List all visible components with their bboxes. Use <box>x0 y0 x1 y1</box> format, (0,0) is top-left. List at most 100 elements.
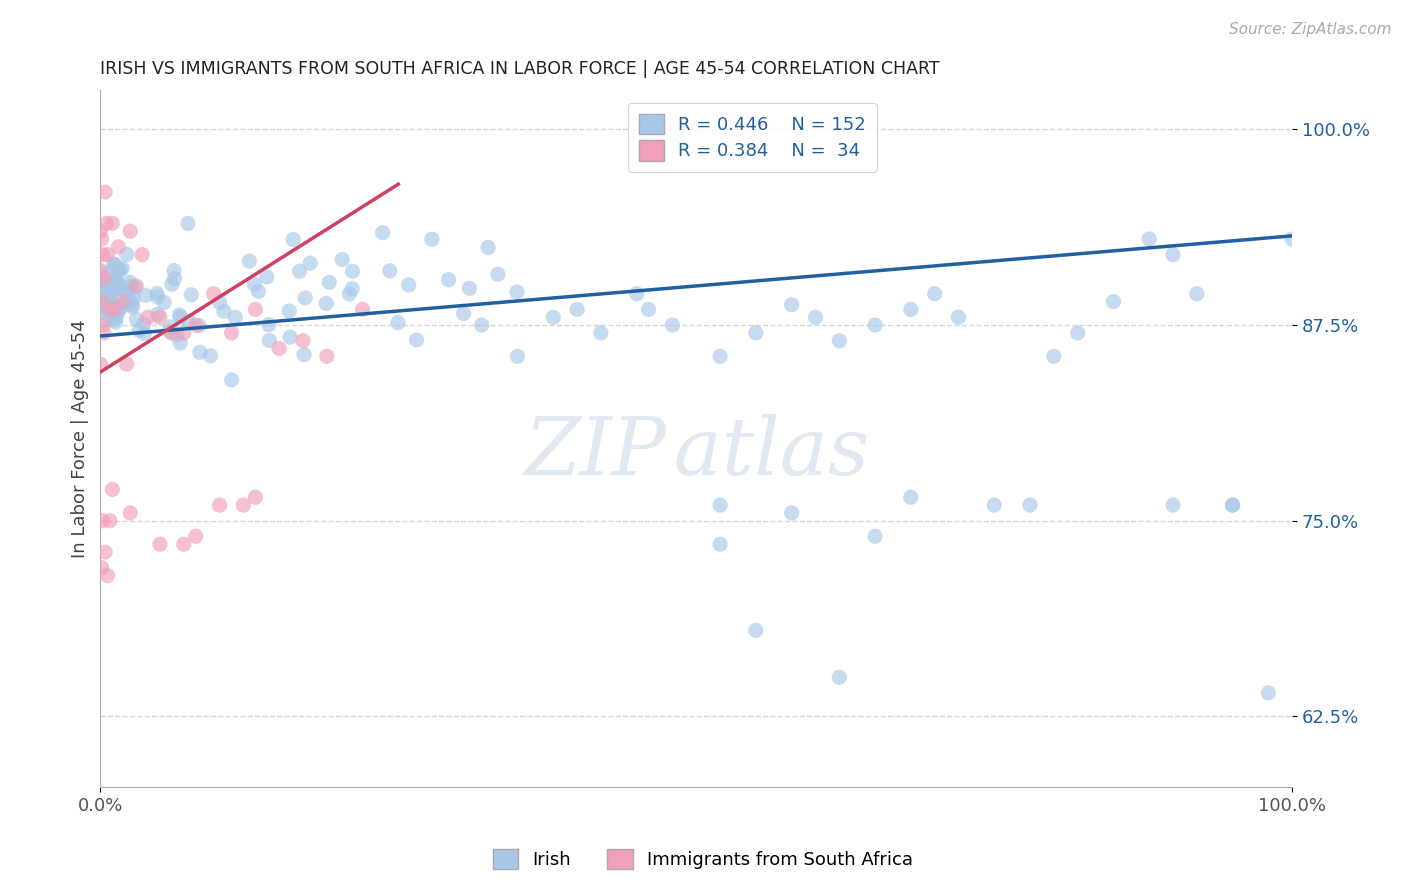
Point <box>387 316 409 330</box>
Point <box>146 307 169 321</box>
Point <box>104 274 127 288</box>
Point <box>486 268 509 282</box>
Point <box>101 483 124 497</box>
Point <box>342 282 364 296</box>
Point <box>506 285 529 299</box>
Point <box>97 282 120 296</box>
Point <box>105 299 128 313</box>
Point <box>118 283 141 297</box>
Point <box>94 185 117 199</box>
Point <box>91 293 114 308</box>
Point <box>804 310 827 325</box>
Point <box>471 318 494 332</box>
Point <box>983 498 1005 512</box>
Point <box>828 334 851 348</box>
Point <box>100 306 122 320</box>
Point <box>93 326 115 340</box>
Point <box>163 263 186 277</box>
Point <box>160 277 183 292</box>
Point <box>283 233 305 247</box>
Point <box>117 285 139 299</box>
Point <box>105 261 128 276</box>
Point <box>180 288 202 302</box>
Point <box>90 232 112 246</box>
Point <box>98 303 121 318</box>
Point <box>247 285 270 299</box>
Legend: R = 0.446    N = 152, R = 0.384    N =  34: R = 0.446 N = 152, R = 0.384 N = 34 <box>628 103 877 171</box>
Point <box>900 302 922 317</box>
Point <box>208 498 231 512</box>
Point <box>104 270 127 285</box>
Point <box>863 529 886 543</box>
Point <box>89 357 111 371</box>
Point <box>120 506 142 520</box>
Point <box>245 302 267 317</box>
Point <box>104 280 127 294</box>
Point <box>221 326 243 340</box>
Text: ZIP atlas: ZIP atlas <box>523 414 869 491</box>
Point <box>245 490 267 504</box>
Point <box>105 276 128 290</box>
Point <box>115 357 138 371</box>
Point <box>208 295 231 310</box>
Point <box>125 312 148 326</box>
Point <box>98 514 121 528</box>
Point <box>184 318 207 332</box>
Point <box>202 286 225 301</box>
Point <box>458 281 481 295</box>
Point <box>131 247 153 261</box>
Point <box>104 302 127 317</box>
Point <box>437 272 460 286</box>
Point <box>149 310 172 325</box>
Point <box>315 296 337 310</box>
Point <box>780 506 803 520</box>
Point <box>948 310 970 325</box>
Point <box>94 293 117 308</box>
Point <box>477 240 499 254</box>
Point <box>103 257 125 271</box>
Point <box>405 333 427 347</box>
Point <box>115 247 138 261</box>
Point <box>221 373 243 387</box>
Point <box>101 313 124 327</box>
Point <box>120 224 142 238</box>
Point <box>924 286 946 301</box>
Point <box>238 254 260 268</box>
Point <box>134 288 156 302</box>
Point <box>1185 286 1208 301</box>
Point <box>166 328 188 343</box>
Point <box>89 224 111 238</box>
Point <box>626 286 648 301</box>
Point <box>98 302 121 317</box>
Point <box>212 304 235 318</box>
Text: Source: ZipAtlas.com: Source: ZipAtlas.com <box>1229 22 1392 37</box>
Point <box>108 277 131 292</box>
Point <box>121 300 143 314</box>
Point <box>1222 498 1244 512</box>
Point <box>1019 498 1042 512</box>
Point <box>339 287 361 301</box>
Point <box>1043 350 1066 364</box>
Point <box>96 279 118 293</box>
Point <box>91 295 114 310</box>
Point <box>104 315 127 329</box>
Point <box>122 291 145 305</box>
Point <box>200 349 222 363</box>
Point <box>90 301 112 316</box>
Point <box>1222 498 1244 512</box>
Point <box>828 670 851 684</box>
Point <box>256 269 278 284</box>
Point <box>163 272 186 286</box>
Point <box>101 216 124 230</box>
Point <box>96 285 118 300</box>
Point <box>96 247 118 261</box>
Point <box>96 568 118 582</box>
Point <box>125 279 148 293</box>
Point <box>98 295 121 310</box>
Point <box>1066 326 1088 340</box>
Point <box>100 298 122 312</box>
Point <box>97 284 120 298</box>
Point <box>91 318 114 332</box>
Point <box>378 264 401 278</box>
Point <box>91 273 114 287</box>
